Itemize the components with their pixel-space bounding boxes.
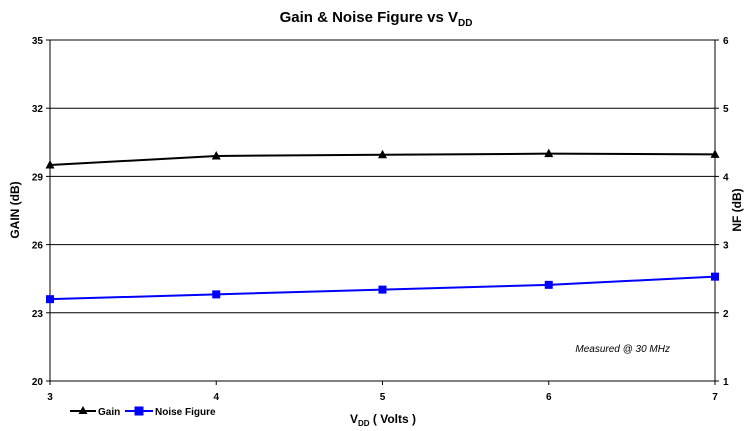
x-tick-label: 6: [546, 392, 552, 403]
measurement-note: Measured @ 30 MHz: [575, 344, 670, 355]
legend: Gain Noise Figure: [70, 406, 216, 418]
y-tick-label-right: 1: [723, 377, 729, 388]
plot-area-border: [49, 39, 716, 382]
chart-title-main: Gain & Noise Figure vs V: [280, 9, 458, 26]
grid-lines: [50, 107, 715, 314]
gain-point: [211, 150, 221, 160]
y-tick-label-right: 3: [723, 241, 729, 252]
x-tick-label: 3: [47, 392, 53, 403]
x-axis-label-subscript: DD: [358, 419, 370, 428]
y-tick-label-left: 20: [32, 377, 44, 388]
series-layer: [45, 148, 720, 304]
y-tick-label-left: 35: [32, 36, 44, 47]
legend-nf-square-icon: [134, 406, 144, 416]
noise-figure-point: [378, 285, 387, 294]
y-tick-label-left: 32: [32, 104, 44, 115]
y-tick-label-right: 5: [723, 104, 729, 115]
x-axis-label: VDD ( Volts ): [350, 412, 416, 428]
gain-point: [378, 149, 387, 159]
y-tick-label-right: 4: [723, 172, 729, 183]
y-tick-label-left: 23: [32, 309, 44, 320]
x-tick-label: 4: [213, 392, 219, 403]
legend-gain-label: Gain: [98, 407, 120, 418]
y-tick-label-right: 2: [723, 309, 729, 320]
noise-figure-point: [711, 272, 719, 281]
noise-figure-point: [46, 295, 54, 304]
y-tick-label-left: 29: [32, 172, 44, 183]
noise-figure-point: [212, 290, 221, 299]
y-tick-label-right: 6: [723, 36, 729, 47]
noise-figure-point: [544, 280, 553, 289]
y-tick-label-left: 26: [32, 241, 44, 252]
chart-title: Gain & Noise Figure vs VDD: [280, 9, 473, 29]
x-tick-label: 7: [712, 392, 718, 403]
x-tick-label: 5: [380, 392, 386, 403]
gain-point: [710, 149, 720, 158]
legend-gain-triangle-icon: [78, 406, 88, 414]
legend-nf-label: Noise Figure: [155, 407, 216, 418]
gain-point: [45, 160, 55, 169]
y-axis-label-left: GAIN (dB): [8, 181, 22, 238]
chart-title-subscript: DD: [458, 18, 472, 29]
y-axis-label-right: NF (dB): [730, 188, 744, 231]
gain-point: [544, 148, 554, 158]
x-axis-label-unit: ( Volts ): [370, 412, 416, 426]
x-axis-label-main: V: [350, 412, 358, 426]
